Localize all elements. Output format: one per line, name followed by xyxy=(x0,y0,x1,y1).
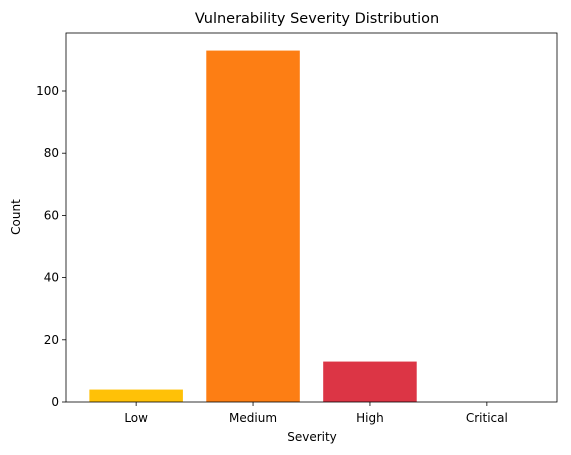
y-tick-label: 100 xyxy=(36,84,59,98)
y-axis-ticks: 0 20 40 60 80 100 xyxy=(36,84,66,409)
bar-high xyxy=(323,361,417,402)
y-tick-label: 40 xyxy=(44,271,59,285)
y-tick-label: 20 xyxy=(44,333,59,347)
plot-frame xyxy=(65,32,558,403)
x-axis-label: Severity xyxy=(287,430,337,444)
y-axis-label: Count xyxy=(9,199,23,235)
x-tick-label: High xyxy=(356,411,384,425)
chart-title: Vulnerability Severity Distribution xyxy=(195,11,439,27)
x-tick-label: Critical xyxy=(466,411,508,425)
bars-group xyxy=(89,50,417,402)
bar-medium xyxy=(206,50,300,402)
x-tick-label: Medium xyxy=(229,411,277,425)
y-tick-label: 60 xyxy=(44,208,59,222)
bar-low xyxy=(89,389,183,402)
y-tick-label: 80 xyxy=(44,146,59,160)
x-tick-label: Low xyxy=(124,411,148,425)
x-axis-ticks: Low Medium High Critical xyxy=(124,402,508,425)
y-tick-label: 0 xyxy=(51,395,59,409)
